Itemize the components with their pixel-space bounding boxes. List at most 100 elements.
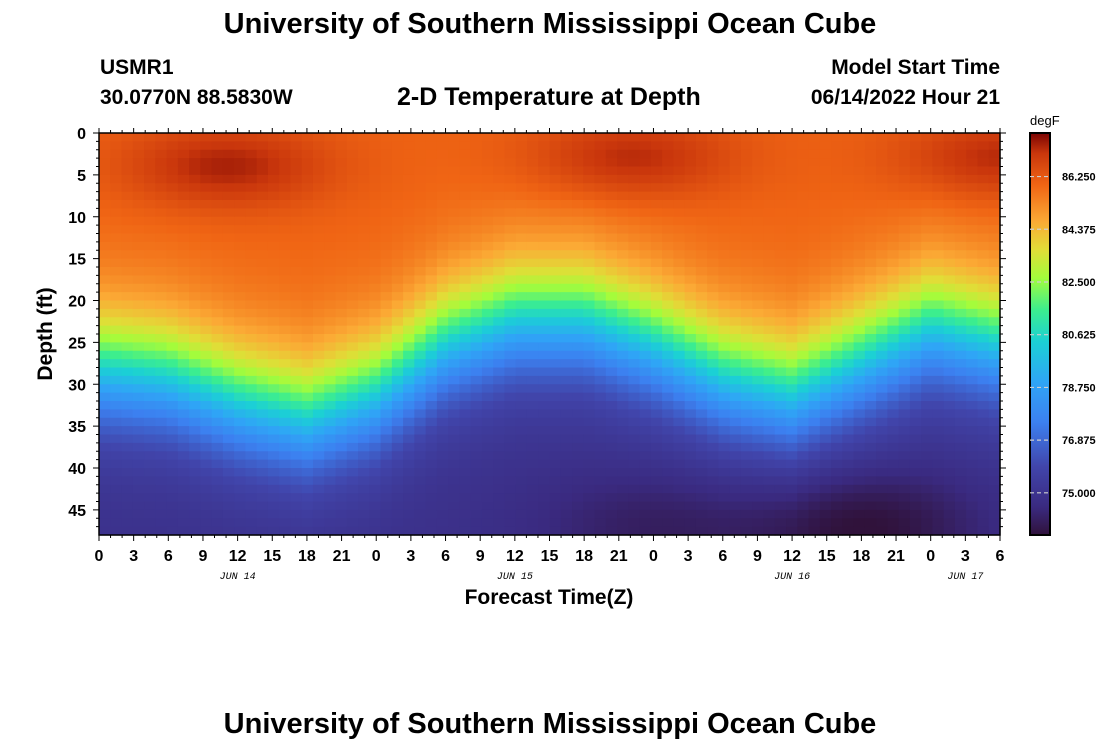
heatmap-cell [628,518,641,528]
heatmap-cell [526,417,539,427]
heatmap-cell [369,501,382,511]
heatmap-cell [752,417,765,427]
heatmap-cell [200,434,213,444]
heatmap-cell [493,208,506,218]
heatmap-cell [358,350,370,360]
heatmap-cell [301,174,314,184]
heatmap-cell [312,174,325,184]
heatmap-cell [808,426,821,436]
heatmap-cell [448,133,460,142]
heatmap-cell [369,241,382,251]
heatmap-cell [819,409,832,419]
heatmap-cell [786,417,798,427]
heatmap-cell [560,141,573,151]
heatmap-cell [290,484,303,494]
heatmap-cell [380,133,393,142]
heatmap-cell [695,518,708,528]
heatmap-cell [290,158,303,168]
heatmap-cell [864,200,877,209]
heatmap-cell [932,275,945,285]
heatmap-cell [110,208,123,218]
heatmap-cell [132,359,145,369]
heatmap-cell [549,300,562,310]
heatmap-cell [245,133,258,142]
heatmap-cell [842,141,855,151]
heatmap-cell [279,325,292,335]
heatmap-cell [797,258,810,268]
heatmap-cell [335,375,348,385]
heatmap-cell [448,417,460,427]
heatmap-cell [166,241,179,251]
heatmap-cell [932,258,945,268]
heatmap-cell [988,283,1001,293]
heatmap-cell [572,308,584,318]
heatmap-cell [403,451,415,461]
heatmap-cell [211,401,224,410]
heatmap-cell [144,334,156,343]
heatmap-cell [538,183,551,193]
heatmap-cell [391,258,404,268]
heatmap-cell [380,392,393,402]
heatmap-cell [211,208,224,218]
heatmap-cell [583,200,596,209]
heatmap-cell [155,191,168,201]
heatmap-cell [177,375,190,385]
heatmap-cell [222,401,235,410]
heatmap-cell [921,158,934,168]
heatmap-cell [380,275,393,285]
heatmap-cell [279,149,292,159]
heatmap-cell [560,484,573,494]
heatmap-cell [876,200,888,209]
heatmap-cell [245,275,258,285]
heatmap-cell [977,501,990,511]
heatmap-cell [932,166,945,176]
heatmap-cell [403,141,415,151]
heatmap-cell [369,191,382,201]
heatmap-cell [887,133,900,142]
heatmap-cell [864,158,877,168]
heatmap-cell [864,300,877,310]
heatmap-cell [177,133,190,142]
heatmap-cell [763,518,776,528]
heatmap-cell [290,392,303,402]
heatmap-cell [876,250,888,260]
heatmap-cell [414,359,427,369]
heatmap-cell [966,317,979,327]
heatmap-cell [662,518,674,528]
heatmap-cell [932,133,945,142]
heatmap-cell [605,451,618,461]
heatmap-cell [639,526,652,536]
heatmap-cell [267,191,280,201]
heatmap-cell [617,409,629,419]
x-tick-label: 6 [164,548,173,565]
heatmap-cell [189,476,201,486]
heatmap-cell [932,317,945,327]
heatmap-cell [189,359,201,369]
heatmap-cell [121,149,134,159]
heatmap-cell [729,476,742,486]
heatmap-cell [301,275,314,285]
heatmap-cell [346,476,359,486]
heatmap-cell [312,149,325,159]
heatmap-cell [718,283,731,293]
heatmap-cell [538,367,551,377]
heatmap-cell [864,241,877,251]
heatmap-cell [358,141,370,151]
heatmap-cell [932,225,945,235]
heatmap-cell [786,484,798,494]
heatmap-cell [403,233,415,243]
heatmap-cell [786,141,798,151]
heatmap-cell [99,384,111,394]
heatmap-cell [831,509,843,519]
heatmap-cell [245,451,258,461]
heatmap-cell [932,158,945,168]
heatmap-cell [200,476,213,486]
heatmap-cell [279,174,292,184]
heatmap-cell [808,484,821,494]
heatmap-cell [267,409,280,419]
heatmap-cell [673,401,686,410]
heatmap-cell [290,526,303,536]
heatmap-cell [99,401,111,410]
heatmap-cell [921,392,934,402]
heatmap-cell [155,509,168,519]
